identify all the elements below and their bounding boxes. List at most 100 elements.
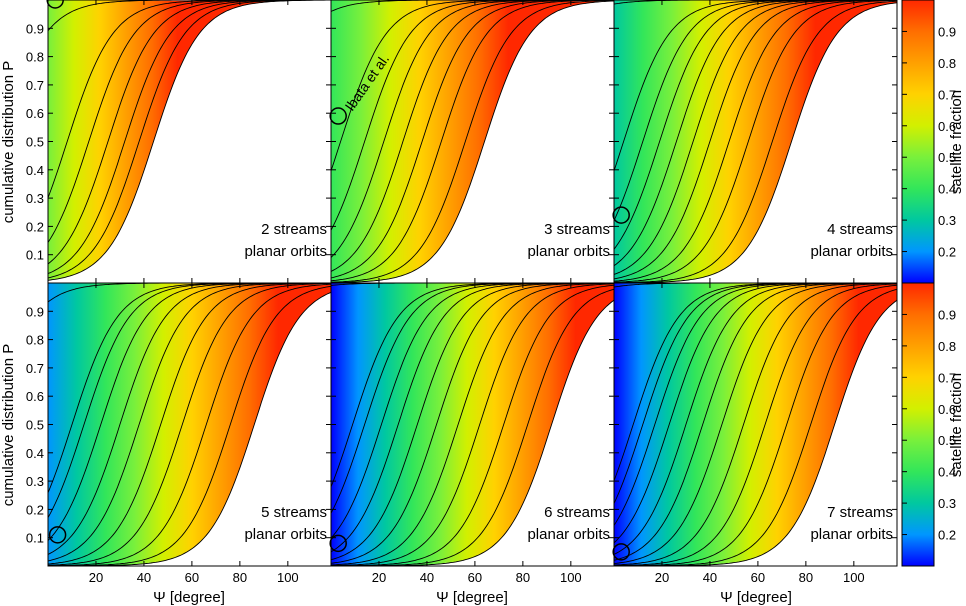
- contour-line: [48, 285, 331, 566]
- contour-line: [48, 283, 331, 518]
- contour-line: [614, 0, 897, 5]
- x-tick-label: 40: [420, 570, 434, 585]
- colorbar-tick-label: 0.7: [938, 370, 956, 385]
- panel-label-streams: 4 streams: [827, 221, 893, 238]
- x-tick-label: 60: [751, 570, 765, 585]
- x-tick-label: 100: [843, 570, 865, 585]
- contour-line: [614, 283, 897, 564]
- observed-marker: [46, 0, 64, 9]
- panel-label-orbits: planar orbits: [244, 526, 327, 543]
- x-tick-label: 40: [703, 570, 717, 585]
- density-fill: [614, 0, 897, 283]
- y-tick-label: 0.6: [26, 106, 44, 121]
- density-fill: [48, 0, 275, 283]
- panel-label-streams: 7 streams: [827, 504, 893, 521]
- y-tick-label: 0.1: [26, 531, 44, 546]
- observed-marker: [612, 543, 630, 561]
- contour-line: [48, 283, 331, 566]
- panel-label-orbits: planar orbits: [810, 526, 893, 543]
- observed-marker: [48, 526, 67, 544]
- colorbar-tick-label: 0.8: [938, 56, 956, 71]
- colorbar-tick-label: 0.9: [938, 307, 956, 322]
- density-fill: [331, 283, 614, 566]
- observed-marker: [329, 534, 347, 553]
- x-axis-label-3: Ψ [degree]: [720, 589, 792, 606]
- contour-line: [331, 284, 614, 566]
- contour-line: [48, 283, 331, 303]
- colorbar-fill: [901, 282, 935, 567]
- y-tick-label: 0.7: [26, 361, 44, 376]
- panel-5-streams: 0.1 0.2 0.3 0.4 0.5 0.6 0.7 0.8 0.9 20 40 60 80 100 5 …: [26, 282, 332, 585]
- panel-label-orbits: planar orbits: [527, 243, 610, 260]
- y-tick-label: 0.1: [26, 248, 44, 263]
- contour-line: [331, 0, 614, 283]
- x-axis-label-2: Ψ [degree]: [436, 589, 508, 606]
- contour-line: [614, 283, 897, 566]
- panel-2-streams: 0.1 0.2 0.3 0.4 0.5 0.6 0.7 0.8 0.9 2 streams plan…: [26, 0, 332, 284]
- colorbars-group: 0.20.30.40.50.60.70.80.90.20.30.40.50.60…: [901, 0, 956, 567]
- y-tick-label: 0.5: [26, 135, 44, 150]
- x-tick-label: 20: [655, 570, 669, 585]
- x-tick-label: 100: [277, 570, 299, 585]
- contour-line: [614, 0, 897, 283]
- y-tick-label: 0.7: [26, 78, 44, 93]
- contour-line: [48, 0, 331, 198]
- panel-6-streams: 20 40 60 80 100 6 streams planar orbits: [329, 282, 615, 585]
- y-tick-label: 0.9: [26, 304, 44, 319]
- colorbar-tick-label: 0.5: [938, 150, 956, 165]
- y-axis-label-bottom: cumulative distribution P: [0, 344, 17, 507]
- colorbar-tick-label: 0.5: [938, 433, 956, 448]
- colorbar-tick-label: 0.3: [938, 496, 956, 511]
- colorbar-top: 0.2 0.3 0.4 0.5 0.6 0.7 0.8 0.9: [901, 0, 956, 284]
- y-axis-label-top: cumulative distribution P: [0, 61, 17, 224]
- y-tick-label: 0.4: [26, 163, 44, 178]
- panel-label-orbits: planar orbits: [244, 243, 327, 260]
- y-tick-label: 0.4: [26, 446, 44, 461]
- panel-label-orbits: planar orbits: [810, 243, 893, 260]
- contour-line: [614, 283, 897, 288]
- colorbar-tick-label: 0.2: [938, 245, 956, 260]
- colorbar-tick-label: 0.4: [938, 182, 956, 197]
- contour-line: [614, 0, 897, 172]
- contour-line: [614, 0, 897, 283]
- contour-line: [48, 283, 331, 566]
- y-tick-label: 0.2: [26, 219, 44, 234]
- observed-marker: [329, 107, 347, 125]
- contour-line: [331, 283, 614, 488]
- contour-line: [48, 283, 331, 565]
- contour-line: [614, 283, 897, 481]
- contour-line: [331, 0, 614, 283]
- density-fill: [614, 283, 897, 566]
- contour-line: [614, 0, 897, 221]
- contour-line: [614, 283, 897, 504]
- density-fill: [48, 283, 331, 566]
- y-tick-label: 0.8: [26, 333, 44, 348]
- x-axis-label-1: Ψ [degree]: [153, 589, 225, 606]
- x-tick-label: 80: [516, 570, 530, 585]
- colorbar-label-bottom: satellite fraction: [948, 373, 965, 477]
- contour-line: [614, 284, 897, 566]
- contour-line: [614, 0, 897, 280]
- colorbar-tick-label: 0.4: [938, 465, 956, 480]
- y-tick-label: 0.2: [26, 502, 44, 517]
- colorbar-tick-label: 0.6: [938, 119, 956, 134]
- contour-line: [614, 0, 897, 282]
- observed-marker: [612, 206, 630, 224]
- colorbar-tick-label: 0.3: [938, 213, 956, 228]
- panel-label-streams: 3 streams: [544, 221, 610, 238]
- colorbar-tick-label: 0.8: [938, 339, 956, 354]
- contour-line: [331, 0, 614, 12]
- contour-line: [614, 2, 897, 283]
- panel-label-streams: 5 streams: [261, 504, 327, 521]
- colorbar-tick-label: 0.9: [938, 24, 956, 39]
- contour-line: [614, 283, 897, 566]
- panel-label-streams: 2 streams: [261, 221, 327, 238]
- contour-line: [48, 283, 331, 493]
- x-tick-label: 20: [89, 570, 103, 585]
- contour-line: [48, 0, 331, 281]
- colorbar-label-top: satellite fraction: [948, 90, 965, 194]
- contour-line: [331, 283, 614, 566]
- panels-group: 0.1 0.2 0.3 0.4 0.5 0.6 0.7 0.8 0.9 2 streams plan…: [26, 0, 898, 585]
- panel-4-streams: 4 streams planar orbits: [612, 0, 898, 284]
